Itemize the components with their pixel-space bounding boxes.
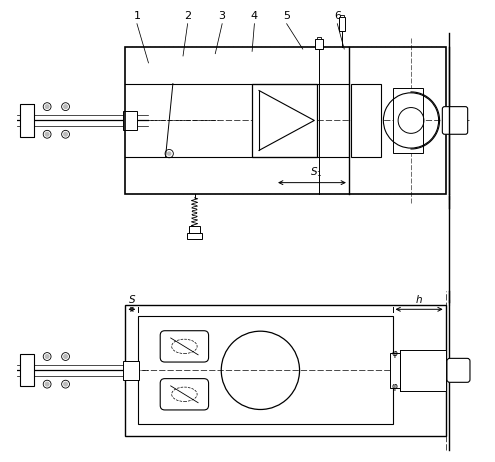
Bar <box>125 47 446 194</box>
Bar <box>340 14 344 17</box>
Bar <box>20 104 34 137</box>
Circle shape <box>63 132 68 137</box>
Text: φ: φ <box>392 383 398 391</box>
Bar <box>123 361 139 380</box>
Bar <box>125 47 446 194</box>
Circle shape <box>45 104 50 109</box>
FancyBboxPatch shape <box>443 107 468 134</box>
Bar <box>315 39 323 49</box>
Ellipse shape <box>172 387 197 401</box>
FancyBboxPatch shape <box>447 359 470 383</box>
Text: $S$: $S$ <box>128 293 136 305</box>
Bar <box>20 354 34 386</box>
Text: $h$: $h$ <box>415 293 423 305</box>
Circle shape <box>45 132 50 137</box>
Bar <box>189 226 200 233</box>
Bar <box>400 350 446 390</box>
Bar <box>252 84 317 157</box>
Circle shape <box>63 104 68 109</box>
Text: φ: φ <box>392 349 398 358</box>
FancyBboxPatch shape <box>160 379 208 410</box>
Circle shape <box>167 152 171 156</box>
Text: 5: 5 <box>283 11 290 21</box>
Bar <box>123 111 137 130</box>
Text: 2: 2 <box>184 11 191 21</box>
Ellipse shape <box>172 339 197 353</box>
Bar <box>187 233 202 239</box>
Bar <box>339 17 345 30</box>
FancyBboxPatch shape <box>160 331 208 362</box>
Bar <box>351 84 381 157</box>
Circle shape <box>45 354 50 359</box>
Circle shape <box>63 354 68 359</box>
Bar <box>317 36 321 39</box>
Bar <box>125 305 446 436</box>
Text: 6: 6 <box>334 11 341 21</box>
Bar <box>138 316 393 425</box>
Text: 4: 4 <box>251 11 258 21</box>
Text: 1: 1 <box>134 11 141 21</box>
Text: $S_1$: $S_1$ <box>310 165 323 179</box>
Text: 3: 3 <box>219 11 226 21</box>
Bar <box>390 353 422 388</box>
Circle shape <box>63 382 68 387</box>
Bar <box>393 88 423 153</box>
Circle shape <box>45 382 50 387</box>
